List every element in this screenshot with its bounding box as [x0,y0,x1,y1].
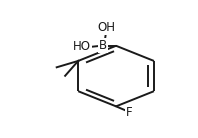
Text: OH: OH [98,21,116,34]
Text: HO: HO [73,40,91,53]
Text: F: F [126,106,132,119]
Text: B: B [99,39,107,52]
